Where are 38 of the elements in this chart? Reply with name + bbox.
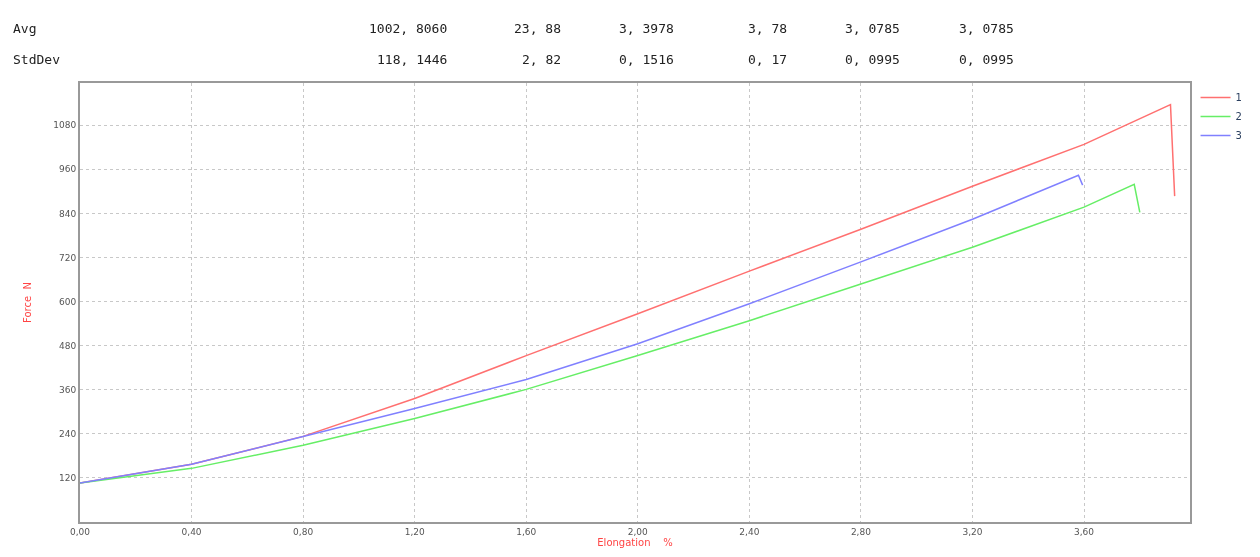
y-tick-label: 840	[59, 208, 77, 219]
text: 1002, 8060	[369, 21, 448, 36]
text: 3, 0785	[959, 21, 1014, 36]
y-tick-label: 720	[59, 252, 77, 263]
y-tick-label: 1080	[53, 120, 77, 131]
x-tick-label: 3,60	[1074, 526, 1095, 537]
x-tick-label: 2,40	[739, 526, 760, 537]
x-tick-label: 3,20	[962, 526, 983, 537]
text: 0, 1516	[619, 52, 674, 67]
y-axis-title: Force N	[21, 282, 33, 323]
x-tick-label: 1,60	[516, 526, 537, 537]
legend-label: 3	[1235, 130, 1242, 142]
y-tick-label: 480	[59, 340, 77, 351]
legend-label: 2	[1235, 111, 1242, 123]
text: 0, 0995	[959, 52, 1014, 67]
text: 3, 78	[748, 21, 788, 36]
x-tick-label: 2,00	[627, 526, 649, 537]
y-tick-label: 240	[59, 428, 77, 439]
y-tick-label: 360	[59, 384, 77, 395]
y-tick-label: 960	[59, 164, 77, 175]
text: 2, 82	[522, 52, 562, 67]
x-tick-label: 0,80	[293, 526, 314, 537]
text: Avg	[13, 21, 37, 36]
text: 0, 0995	[845, 52, 900, 67]
text: 23, 88	[514, 21, 561, 36]
y-tick-label: 600	[59, 296, 77, 307]
text: 118, 1446	[377, 52, 448, 67]
legend-label: 1	[1235, 92, 1242, 104]
x-axis-title: Elongation %	[597, 536, 673, 548]
y-tick-label: 120	[59, 473, 77, 484]
x-tick-label: 0,00	[69, 526, 91, 537]
x-tick-label: 1,20	[404, 526, 425, 537]
text: 3, 0785	[845, 21, 900, 36]
text: 3, 3978	[619, 21, 674, 36]
text: StdDev	[13, 52, 61, 67]
x-tick-label: 0,40	[181, 526, 202, 537]
x-tick-label: 2,80	[850, 526, 872, 537]
text: 0, 17	[748, 52, 788, 67]
